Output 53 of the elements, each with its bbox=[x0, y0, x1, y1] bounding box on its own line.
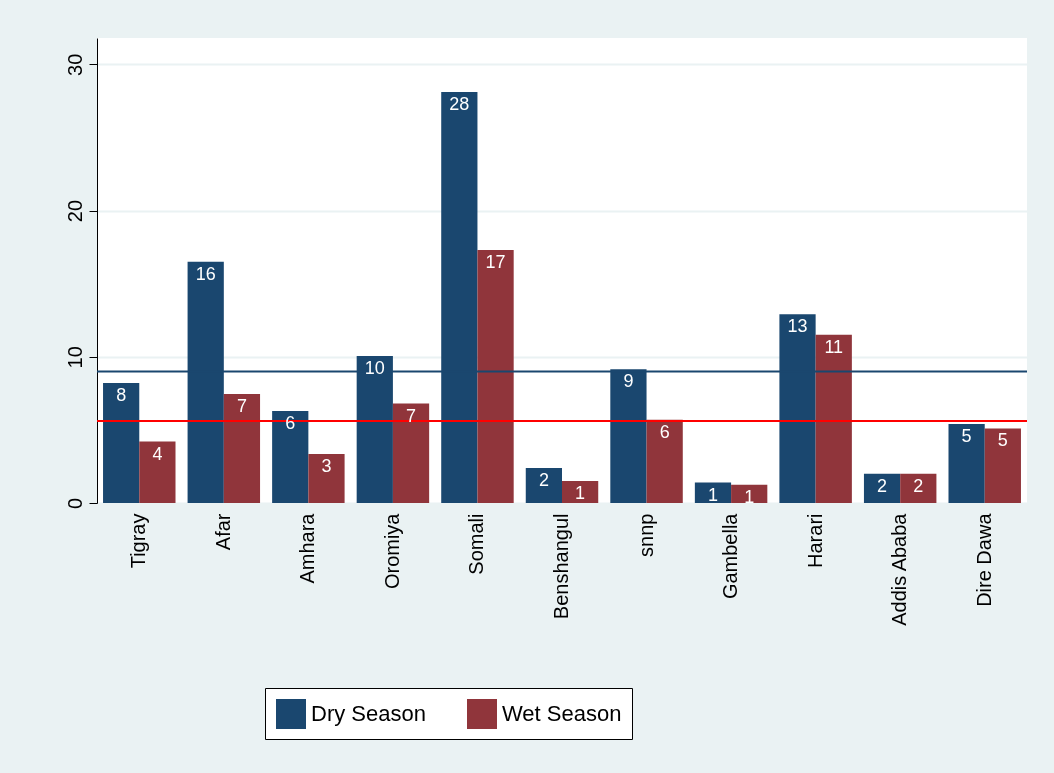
data-label: 7 bbox=[406, 405, 417, 426]
x-tick-label: Harari bbox=[803, 513, 826, 568]
x-tick-label: snnp bbox=[634, 513, 657, 557]
bar bbox=[863, 473, 901, 503]
y-tick-label: 30 bbox=[63, 53, 86, 76]
data-label: 8 bbox=[116, 385, 127, 406]
x-tick-label: Somali bbox=[465, 513, 488, 575]
bar bbox=[900, 473, 937, 503]
bar bbox=[308, 454, 345, 503]
bar bbox=[477, 250, 514, 503]
data-label: 13 bbox=[787, 316, 808, 337]
x-tick-label: Dire Dawa bbox=[972, 512, 995, 607]
data-label: 9 bbox=[623, 371, 634, 392]
bar bbox=[984, 428, 1021, 503]
data-label: 5 bbox=[961, 426, 972, 447]
legend-label: Dry Season bbox=[311, 701, 426, 726]
data-label: 2 bbox=[538, 469, 549, 490]
data-label: 1 bbox=[707, 484, 718, 505]
y-tick-label: 10 bbox=[63, 346, 86, 369]
x-tick-label: Gambella bbox=[719, 512, 742, 600]
data-label: 1 bbox=[744, 486, 755, 507]
bar bbox=[223, 394, 261, 503]
data-label: 11 bbox=[824, 336, 844, 357]
bar bbox=[392, 403, 430, 503]
bar bbox=[525, 467, 562, 503]
data-label: 16 bbox=[195, 263, 216, 284]
x-tick-label: Afar bbox=[211, 513, 234, 551]
x-tick-label: Addis Ababa bbox=[888, 512, 911, 626]
data-label: 2 bbox=[877, 475, 888, 496]
y-tick-label: 20 bbox=[63, 199, 86, 223]
bar bbox=[562, 481, 599, 503]
data-label: 6 bbox=[659, 421, 670, 442]
data-label: 1 bbox=[575, 483, 586, 504]
data-label: 28 bbox=[449, 94, 470, 115]
data-label: 10 bbox=[364, 358, 385, 379]
data-label: 3 bbox=[321, 456, 332, 477]
bar bbox=[103, 383, 140, 503]
bar bbox=[815, 334, 852, 503]
data-label: 2 bbox=[913, 475, 924, 496]
bar bbox=[646, 419, 683, 503]
bar bbox=[948, 424, 985, 503]
data-label: 4 bbox=[152, 443, 163, 464]
legend-label: Wet Season bbox=[502, 701, 622, 726]
x-tick-label: Benshangul bbox=[550, 513, 572, 620]
bar bbox=[139, 441, 176, 503]
y-tick-label: 0 bbox=[63, 497, 86, 510]
bar bbox=[272, 410, 309, 503]
x-tick-label: Amhara bbox=[296, 512, 319, 584]
data-label: 5 bbox=[997, 430, 1008, 451]
x-tick-label: Oromiya bbox=[380, 512, 403, 590]
data-label: 17 bbox=[485, 252, 506, 273]
x-tick-label: Tigray bbox=[127, 513, 150, 569]
data-label: 7 bbox=[236, 396, 247, 417]
